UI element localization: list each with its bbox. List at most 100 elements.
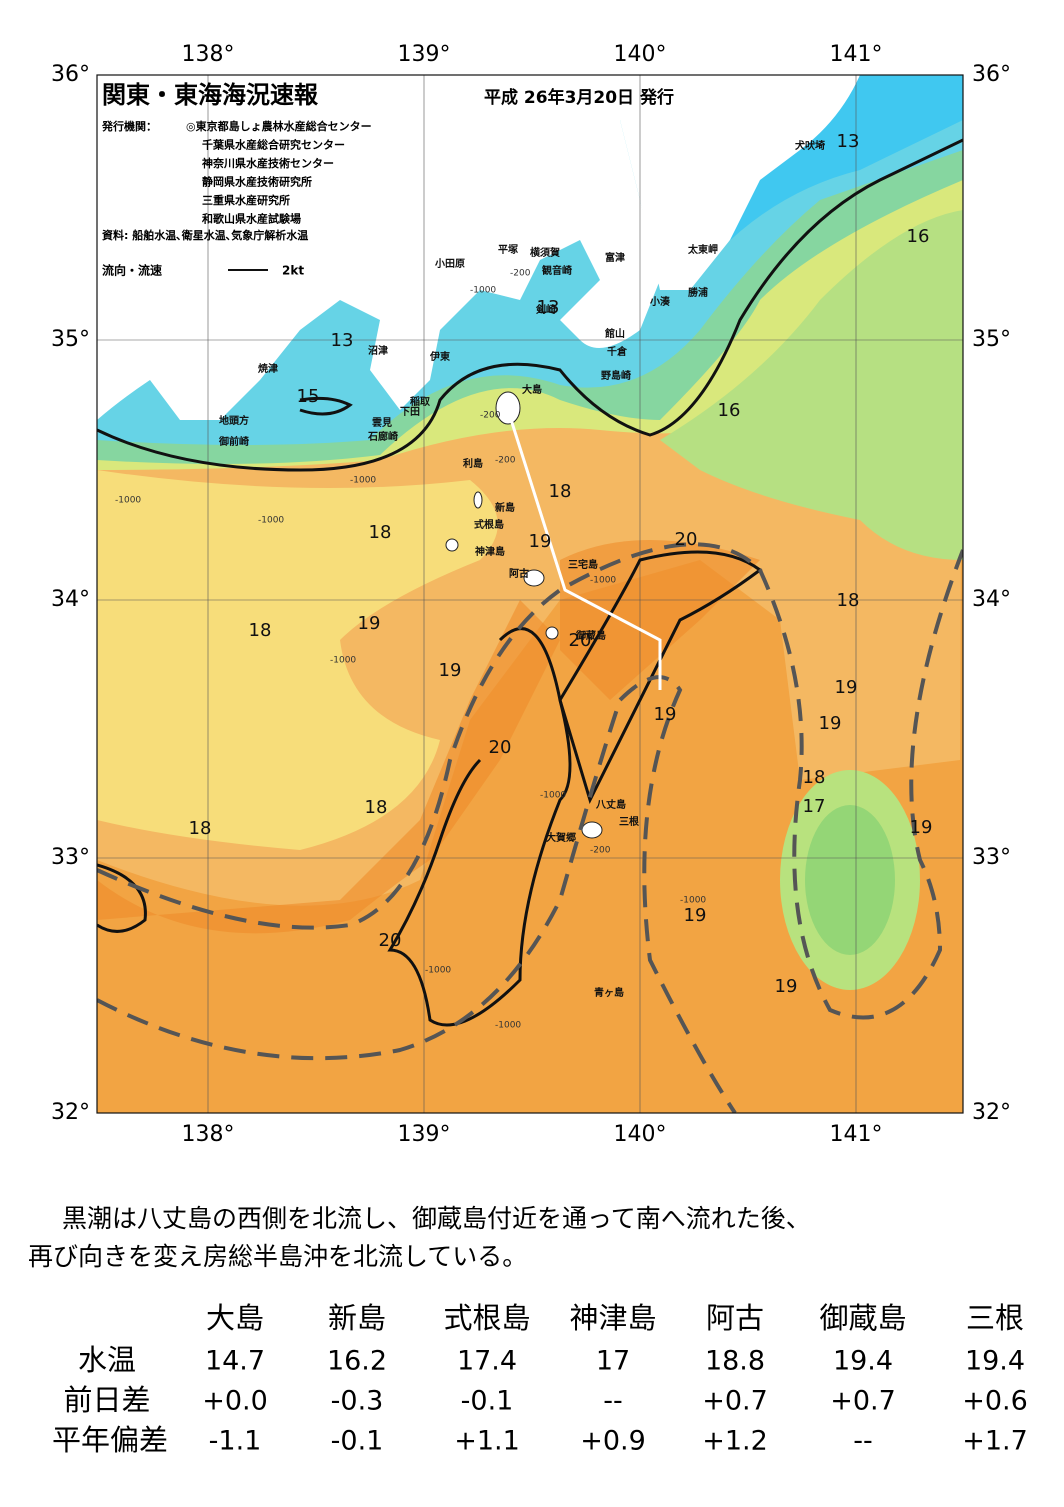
lon-label: 140° [614, 42, 667, 67]
place-label: 御蔵島 [575, 629, 606, 642]
table-cell: +0.0 [202, 1386, 268, 1417]
depth-label: -200 [510, 269, 531, 279]
data-source: 資料: 船舶水温､衛星水温､気象庁解析水温 [102, 228, 308, 242]
contour-label: 17 [803, 796, 826, 817]
lon-label: 141° [830, 1122, 883, 1147]
contour-label: 19 [910, 817, 933, 838]
publisher: 千葉県水産総合研究センター [202, 138, 345, 152]
lon-label: 139° [398, 42, 451, 67]
map-title: 関東・東海海況速報 [102, 81, 319, 109]
publisher: ◎東京都島しょ農林水産総合センター [186, 119, 372, 133]
publisher: 三重県水産研究所 [202, 193, 290, 207]
place-label: 稲取 [410, 395, 431, 408]
lon-label: 138° [182, 42, 235, 67]
table-header: 大島 [206, 1301, 264, 1335]
contour-label: 20 [489, 737, 512, 758]
contour-label: 19 [775, 976, 798, 997]
table-cell: +0.9 [580, 1426, 646, 1457]
place-label: 利島 [463, 457, 483, 470]
place-label: 青ヶ島 [594, 986, 624, 999]
legend-flow: 流向・流速 [102, 263, 162, 278]
contour-label: 18 [837, 590, 860, 611]
contour-label: 18 [189, 818, 212, 839]
grid [97, 75, 963, 1113]
contour-label: 19 [654, 704, 677, 725]
place-label: 千倉 [607, 345, 628, 358]
table-cell: -1.1 [209, 1426, 262, 1457]
contour-label: 19 [529, 531, 552, 552]
place-label: 沼津 [368, 344, 388, 357]
place-label: 新島 [495, 501, 515, 514]
contour-label: 20 [569, 630, 592, 651]
table-cell: +0.7 [830, 1386, 896, 1417]
place-label: 観音崎 [542, 264, 572, 277]
depth-label: -1000 [330, 656, 356, 666]
row-label: 前日差 [63, 1383, 150, 1417]
place-label: 小湊 [649, 295, 671, 308]
place-label: 小田原 [434, 257, 465, 270]
table-header: 阿古 [706, 1301, 764, 1335]
row-label: 水温 [78, 1343, 136, 1377]
contour-label: 20 [675, 529, 698, 550]
table-cell: 17 [596, 1346, 630, 1377]
table-cell: 18.8 [705, 1346, 765, 1377]
contour-label: 13 [537, 297, 560, 318]
table-cell: -- [853, 1426, 873, 1457]
place-label: 阿古 [509, 567, 529, 580]
place-label: 御前崎 [218, 435, 249, 448]
place-label: 勝浦 [688, 286, 708, 299]
table-cell: 19.4 [833, 1346, 893, 1377]
place-label: 八丈島 [595, 798, 626, 811]
issue-date: 平成 26年3月20日 発行 [484, 87, 674, 108]
map-fill [97, 75, 963, 1113]
table-cell: +0.6 [962, 1386, 1028, 1417]
contour-label: 18 [803, 767, 826, 788]
place-label: 館山 [604, 327, 625, 340]
depth-label: -1000 [495, 1021, 521, 1031]
place-label: 式根島 [474, 518, 504, 531]
summary-line: 黒潮は八丈島の西側を北流し、御蔵島付近を通って南へ流れた後、 [62, 1204, 811, 1233]
depth-label: -1000 [115, 496, 141, 506]
publisher: 和歌山県水産試験場 [202, 212, 301, 226]
lat-label: 32° [972, 1100, 1011, 1125]
table-cell: +1.2 [702, 1426, 768, 1457]
table-cell: -0.3 [331, 1386, 384, 1417]
contours [97, 138, 963, 1027]
place-label: 神津島 [475, 545, 505, 558]
depth-label: -1000 [680, 896, 706, 906]
table-cell: +1.7 [962, 1426, 1028, 1457]
place-label: 雲見 [372, 417, 392, 429]
table-cell: 19.4 [965, 1346, 1025, 1377]
depth-label: -1000 [425, 966, 451, 976]
contour-label: 16 [907, 226, 930, 247]
contour-label: 19 [684, 905, 707, 926]
table-header: 神津島 [569, 1301, 656, 1335]
contour-label: 15 [297, 386, 320, 407]
contour-label: 18 [369, 522, 392, 543]
lon-label: 141° [830, 42, 883, 67]
table-cell: -- [603, 1386, 623, 1417]
contour-label: 18 [365, 797, 388, 818]
lat-label: 36° [51, 62, 90, 87]
publisher: 神奈川県水産技術センター [202, 156, 334, 170]
publisher: 静岡県水産技術研究所 [202, 175, 312, 189]
place-label: 三根 [619, 815, 639, 828]
place-label: 剣崎 [535, 303, 556, 316]
table-cell: +1.1 [454, 1426, 520, 1457]
lat-label: 35° [972, 327, 1011, 352]
map-frame [96, 74, 964, 1114]
table-cell: -0.1 [331, 1426, 384, 1457]
lon-label: 140° [614, 1122, 667, 1147]
table-cell: 14.7 [205, 1346, 265, 1377]
lat-label: 33° [972, 845, 1011, 870]
place-label: 富津 [605, 251, 625, 264]
table-header: 御蔵島 [819, 1301, 906, 1335]
table-cell: 17.4 [457, 1346, 517, 1377]
kuroshio-axis [97, 542, 963, 1113]
depth-label: -1000 [540, 791, 566, 801]
place-label: 焼津 [258, 362, 278, 375]
place-label: 下田 [400, 406, 420, 418]
lat-label: 32° [51, 1100, 90, 1125]
